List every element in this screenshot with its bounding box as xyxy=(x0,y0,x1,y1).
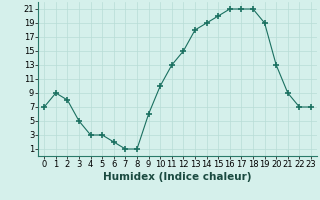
X-axis label: Humidex (Indice chaleur): Humidex (Indice chaleur) xyxy=(103,172,252,182)
